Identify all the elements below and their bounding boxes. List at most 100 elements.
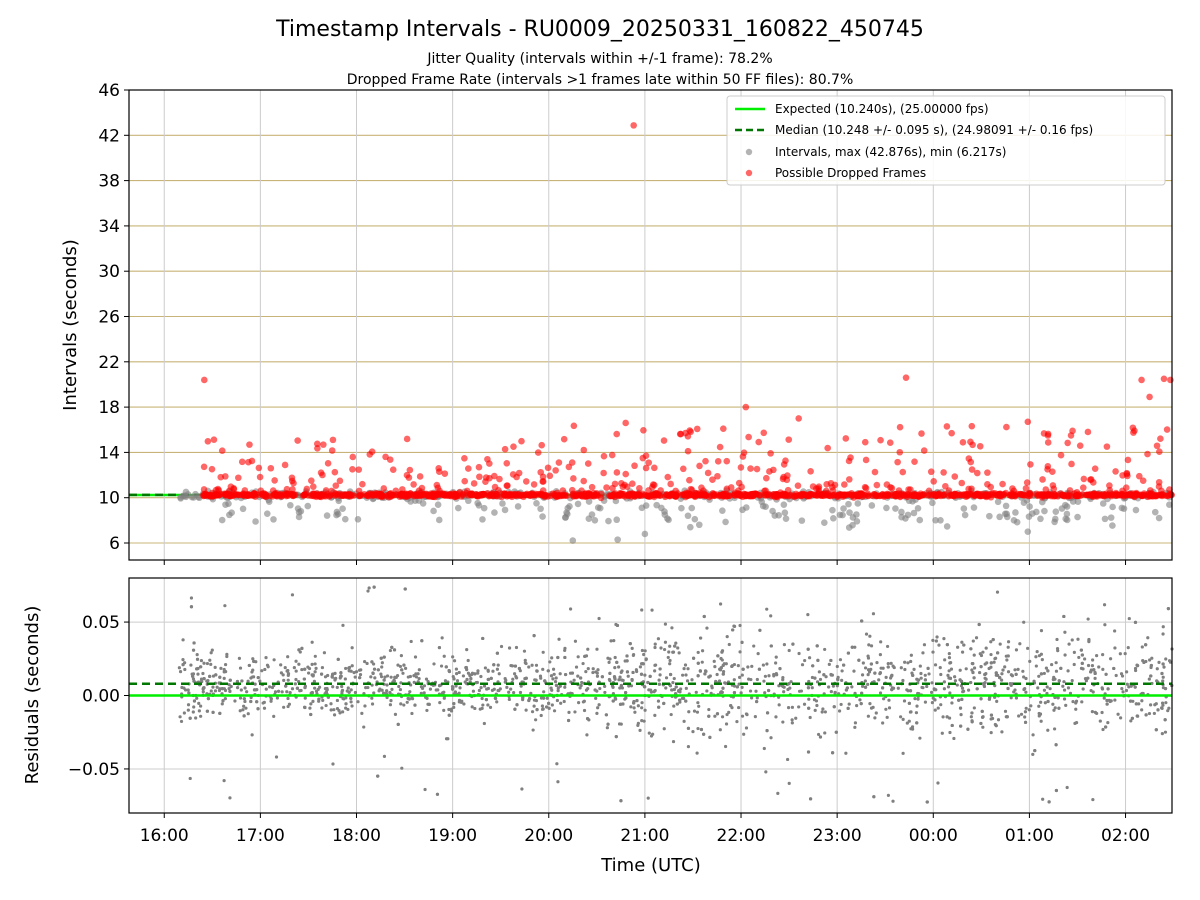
- dropped-point: [753, 490, 761, 498]
- residual-point: [861, 684, 865, 688]
- residual-point: [935, 635, 939, 639]
- intervals-y-tick-label: 30: [98, 262, 120, 282]
- residual-point: [220, 702, 224, 706]
- residual-point: [958, 706, 963, 710]
- dropped-point: [1069, 427, 1076, 435]
- residual-point: [452, 659, 457, 663]
- residual-point: [419, 691, 423, 695]
- residual-point: [1135, 664, 1140, 668]
- residual-point: [686, 667, 690, 671]
- dropped-point: [968, 466, 976, 473]
- residual-point: [382, 655, 386, 659]
- residual-point: [263, 667, 267, 672]
- residual-point: [1033, 748, 1037, 753]
- dropped-point: [1112, 468, 1119, 475]
- residual-point: [576, 655, 580, 659]
- residual-point: [492, 663, 496, 667]
- interval-point: [1074, 498, 1082, 505]
- residual-point: [362, 725, 366, 729]
- residual-point: [1106, 721, 1110, 725]
- residual-point: [948, 691, 952, 695]
- dropped-point: [968, 422, 976, 430]
- residual-point: [286, 672, 291, 676]
- residual-point: [463, 680, 467, 684]
- dropped-point: [600, 452, 608, 460]
- residual-point: [836, 678, 840, 682]
- interval-point: [829, 506, 836, 514]
- dropped-point: [747, 465, 754, 472]
- residual-point: [183, 667, 187, 672]
- residual-point: [1084, 679, 1088, 683]
- residual-point: [887, 706, 892, 710]
- dropped-point: [555, 459, 563, 466]
- residual-point: [1053, 706, 1057, 710]
- residual-point: [220, 687, 224, 691]
- dropped-point: [845, 476, 853, 483]
- residual-point: [1074, 707, 1078, 711]
- residual-point: [586, 647, 590, 651]
- residual-point: [389, 675, 393, 679]
- residual-point: [721, 670, 726, 674]
- dropped-point: [320, 441, 327, 448]
- residual-point: [302, 677, 306, 681]
- residual-point: [658, 673, 662, 677]
- residual-point: [1097, 665, 1101, 669]
- intervals-y-tick-label: 14: [98, 443, 120, 463]
- residual-point: [202, 661, 206, 665]
- residual-point: [563, 648, 567, 653]
- residual-point: [199, 665, 203, 669]
- residual-point: [960, 650, 965, 654]
- dropped-point: [568, 486, 576, 494]
- dropped-point: [1049, 468, 1056, 475]
- residual-point: [1080, 661, 1084, 665]
- legend-box: [726, 95, 1166, 186]
- dropped-point: [262, 493, 269, 500]
- residual-point: [740, 685, 744, 689]
- residual-point: [380, 665, 384, 669]
- residual-point: [946, 685, 951, 689]
- dropped-point: [709, 476, 716, 483]
- dropped-point: [667, 480, 674, 488]
- residual-point: [311, 699, 315, 703]
- residual-point: [320, 706, 324, 710]
- residual-point: [1125, 670, 1129, 674]
- interval-point: [480, 504, 488, 512]
- dropped-point: [461, 455, 468, 462]
- residual-point: [227, 683, 231, 687]
- residual-point: [585, 733, 589, 737]
- dropped-point: [894, 458, 901, 466]
- residual-point: [776, 791, 780, 795]
- interval-point: [1037, 515, 1044, 523]
- residual-point: [178, 670, 183, 674]
- residual-point: [413, 703, 417, 707]
- interval-point: [334, 510, 342, 518]
- residual-point: [385, 683, 389, 687]
- residual-point: [1055, 647, 1060, 651]
- residual-point: [239, 688, 243, 692]
- residual-point: [417, 677, 421, 681]
- residual-point: [532, 704, 536, 708]
- residual-point: [631, 670, 635, 675]
- residual-point: [860, 619, 864, 623]
- residual-point: [462, 702, 466, 706]
- interval-point: [1052, 508, 1060, 515]
- residual-point: [830, 673, 835, 677]
- residual-point: [788, 686, 792, 690]
- residual-point: [1023, 686, 1027, 691]
- residual-point: [829, 689, 833, 694]
- dropped-point: [491, 472, 498, 480]
- residual-point: [228, 689, 232, 693]
- residual-point: [192, 705, 196, 709]
- residual-point: [189, 596, 194, 600]
- residual-point: [942, 680, 946, 684]
- dropped-point: [785, 436, 793, 443]
- dropped-point: [1024, 418, 1032, 426]
- residual-point: [308, 706, 312, 710]
- residual-point: [310, 640, 314, 644]
- residual-point: [585, 716, 590, 721]
- dropped-point: [200, 491, 207, 499]
- residual-point: [707, 675, 711, 679]
- dropped-point: [1153, 442, 1161, 450]
- residual-point: [596, 706, 600, 710]
- residual-point: [208, 674, 212, 678]
